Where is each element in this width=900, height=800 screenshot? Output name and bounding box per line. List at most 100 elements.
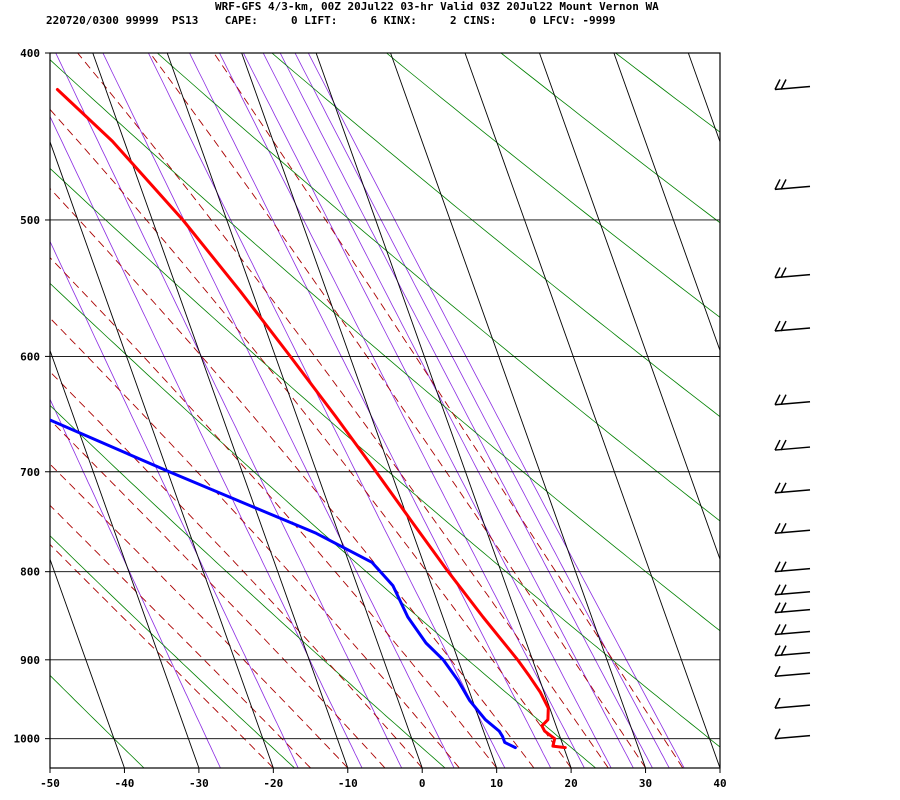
isotherm-line — [241, 52, 498, 769]
x-tick-label: -40 — [115, 777, 135, 790]
wind-barb — [774, 522, 811, 535]
wind-barb — [774, 439, 811, 451]
dry-adiabat-line — [50, 674, 145, 768]
wind-barb-flag — [774, 522, 781, 534]
dry-adiabat-line — [50, 167, 720, 748]
moist-adiabat-line — [77, 53, 609, 768]
y-tick-label: 700 — [20, 466, 40, 479]
x-tick-label: 40 — [713, 777, 726, 790]
dry-adiabat-line — [718, 44, 900, 768]
dry-adiabat-line — [614, 53, 720, 133]
isotherm-line — [315, 52, 572, 769]
isotherm-line — [92, 52, 349, 769]
mixing-ratio-line — [50, 115, 363, 768]
wind-barb — [774, 728, 811, 740]
moist-adiabat-line — [50, 187, 535, 768]
chart-header-line2: 220720/0300 99999 PS13 CAPE: 0 LIFT: 6 K… — [46, 14, 616, 27]
y-tick-label: 800 — [20, 566, 40, 579]
y-tick-label: 500 — [20, 214, 40, 227]
wind-barb-shaft — [774, 608, 811, 614]
wind-barb-flag — [780, 624, 787, 635]
wind-barb-flag — [774, 602, 781, 613]
wind-barb-flag — [774, 179, 781, 190]
x-tick-label: -20 — [263, 777, 283, 790]
chart-grid — [49, 52, 721, 769]
wind-barb-flag — [780, 320, 787, 332]
wind-barb-shaft — [774, 273, 811, 279]
dry-adiabat-line — [50, 535, 295, 768]
wind-barb-shaft — [774, 489, 811, 494]
wind-barb-flag — [774, 320, 781, 332]
wind-barb — [774, 482, 811, 494]
y-tick-label: 1000 — [14, 733, 41, 746]
mixing-ratio-line — [279, 53, 653, 768]
wind-barb-flag — [780, 584, 787, 596]
chart-header-line1: WRF-GFS 4/3-km, 00Z 20Jul22 03-hr Valid … — [215, 0, 659, 13]
wind-barb-flag — [774, 561, 781, 573]
wind-barb-flag — [774, 482, 781, 494]
x-tick-label: 30 — [639, 777, 652, 790]
mixing-ratio-line — [294, 53, 670, 768]
dry-adiabat-line — [271, 53, 720, 418]
x-tick-label: -10 — [338, 777, 358, 790]
wind-barb-flag — [780, 522, 787, 534]
dry-adiabat-line — [156, 53, 720, 522]
wind-barb-flag — [774, 728, 781, 739]
isotherm-line — [687, 52, 721, 142]
wind-barb — [774, 79, 811, 91]
wind-barb-flag — [780, 267, 787, 278]
dry-adiabat-line — [500, 53, 720, 224]
isotherm-line — [539, 52, 721, 560]
wind-barb-flag — [774, 394, 781, 406]
wind-barb-column — [774, 79, 811, 740]
moist-adiabat-line — [50, 543, 274, 768]
wind-barb-shaft — [774, 630, 811, 636]
mixing-ratio-lines — [50, 53, 685, 768]
moist-adiabat-line — [149, 53, 646, 768]
wind-barb — [774, 320, 811, 332]
wind-barb-shaft — [774, 567, 811, 573]
moist-adiabat-lines — [50, 53, 684, 768]
wind-barb-flag — [780, 482, 787, 494]
wind-barb-shaft — [774, 185, 811, 191]
wind-barb-shaft — [774, 734, 811, 740]
dry-adiabat-line — [50, 282, 596, 768]
mixing-ratio-line — [55, 53, 403, 768]
isotherm-line — [464, 52, 721, 769]
x-tick-label: -30 — [189, 777, 209, 790]
wind-barb-flag — [774, 665, 781, 677]
wind-barb-flag — [780, 394, 787, 406]
wind-barb-flag — [780, 439, 787, 451]
y-tick-label: 600 — [20, 350, 40, 363]
moist-adiabat-line — [50, 256, 498, 768]
wind-barb-flag — [774, 584, 781, 596]
wind-barb-flag — [774, 439, 781, 451]
wind-barb-flag — [780, 602, 787, 613]
x-tick-label: 0 — [419, 777, 426, 790]
mixing-ratio-line — [262, 53, 634, 768]
wind-barb — [774, 267, 811, 279]
mixing-ratio-line — [50, 398, 221, 768]
isotherm-line — [49, 350, 200, 769]
wind-barb-shaft — [774, 327, 811, 332]
wind-barb — [774, 624, 811, 636]
wind-barb-flag — [780, 179, 787, 190]
wind-barb — [774, 602, 811, 614]
wind-barb-flag — [774, 697, 781, 709]
wind-barb-shaft — [774, 704, 811, 709]
wind-barb-flag — [774, 79, 781, 90]
isotherm-line — [613, 52, 721, 351]
wind-barb — [774, 665, 811, 678]
axis-tick-labels: -50 -40 -30 -20 -10 0 10 20 30 40 400 500 600 700 800 9… — [14, 47, 727, 790]
wind-barb-shaft — [774, 672, 811, 678]
wind-barb-shaft — [774, 651, 811, 657]
moist-adiabat-line — [50, 419, 386, 768]
wind-barb-shaft — [774, 85, 811, 91]
dry-adiabat-lines — [50, 44, 900, 768]
wind-barb — [774, 584, 811, 596]
moist-adiabat-line — [213, 53, 684, 768]
wind-barb — [774, 561, 811, 573]
y-tick-label: 400 — [20, 47, 40, 60]
wind-barb — [774, 394, 811, 406]
